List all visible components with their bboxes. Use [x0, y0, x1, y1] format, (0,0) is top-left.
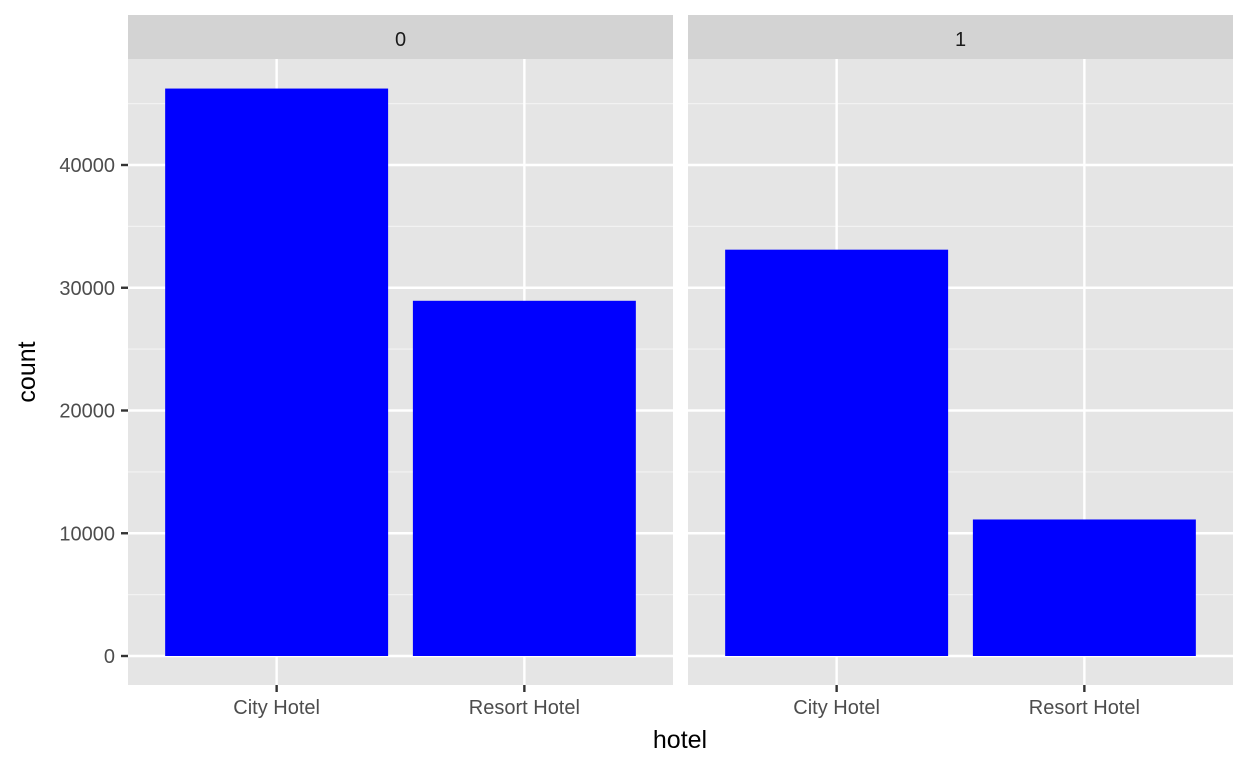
x-tick-label: Resort Hotel [1029, 697, 1140, 719]
facet-strip [128, 15, 673, 59]
x-tick-label: City Hotel [793, 697, 880, 719]
bar [725, 249, 949, 656]
bar [412, 300, 636, 656]
x-tick-label: Resort Hotel [469, 697, 580, 719]
y-tick-label: 0 [104, 646, 115, 668]
x-tick-label: City Hotel [233, 697, 320, 719]
y-tick-label: 30000 [59, 278, 115, 300]
y-tick-label: 10000 [59, 523, 115, 545]
bar [165, 88, 389, 657]
y-tick-label: 20000 [59, 401, 115, 423]
y-axis-title: count [13, 341, 41, 402]
facet-strip-label: 1 [955, 29, 966, 51]
x-axis-title: hotel [653, 726, 707, 754]
bar [972, 519, 1196, 656]
facet-strip-label: 0 [395, 29, 406, 51]
y-tick-label: 40000 [59, 155, 115, 177]
facet-strip [688, 15, 1233, 59]
